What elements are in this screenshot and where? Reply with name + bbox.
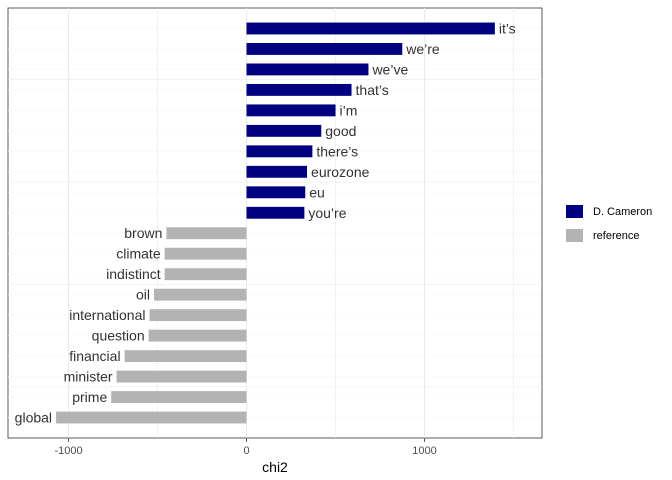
x-axis-ticks: -1000 0 1000 (54, 438, 437, 457)
bar-reference (124, 350, 247, 363)
term-label: oil (136, 287, 150, 303)
bar-reference (164, 247, 247, 260)
bar-target (246, 124, 322, 137)
term-label: that’s (356, 82, 389, 98)
term-label: you’re (308, 205, 346, 221)
bar-target (246, 83, 352, 96)
bar-reference (166, 227, 247, 240)
x-tick-label: 1000 (412, 445, 436, 457)
grid (8, 8, 542, 438)
bar-target (246, 43, 403, 55)
term-label: prime (72, 389, 107, 405)
term-label: global (15, 410, 52, 426)
bar-reference (116, 370, 247, 383)
legend-label: D. Cameron (593, 206, 652, 218)
bar-target (246, 145, 313, 158)
term-label: minister (64, 369, 113, 385)
term-label: eu (309, 184, 325, 200)
legend: D. Cameron reference (566, 205, 652, 242)
bar-target (246, 165, 308, 178)
term-label: eurozone (311, 164, 370, 180)
term-label: indistinct (106, 266, 161, 282)
bar-reference (56, 411, 247, 424)
term-label: financial (69, 348, 120, 364)
x-axis-title: chi2 (262, 459, 288, 475)
legend-label: reference (593, 230, 639, 242)
term-label: we’re (405, 41, 440, 57)
legend-key (566, 229, 583, 242)
bar-reference (111, 391, 247, 403)
bar-target (246, 206, 305, 219)
x-tick-label: 0 (243, 445, 249, 457)
legend-key (566, 205, 583, 218)
bar-reference (164, 268, 247, 281)
term-label: there’s (316, 143, 358, 159)
bar-reference (149, 309, 247, 322)
bars (56, 22, 495, 424)
term-label: climate (116, 246, 161, 262)
bar-target (246, 63, 369, 76)
bar-reference (153, 288, 247, 301)
bar-reference (148, 329, 247, 342)
bar-target (246, 22, 495, 35)
term-label: brown (124, 225, 162, 241)
term-label: we’ve (371, 61, 408, 77)
term-label: international (69, 307, 145, 323)
bar-target (246, 186, 306, 199)
term-label: i’m (340, 102, 358, 118)
x-tick-label: -1000 (54, 445, 82, 457)
term-label: good (325, 123, 356, 139)
bar-target (246, 104, 336, 117)
term-label: question (92, 328, 145, 344)
term-label: it’s (499, 20, 516, 36)
term-labels: it’s we’re we’ve that’s i’m good there’s eurozo… (15, 20, 516, 425)
